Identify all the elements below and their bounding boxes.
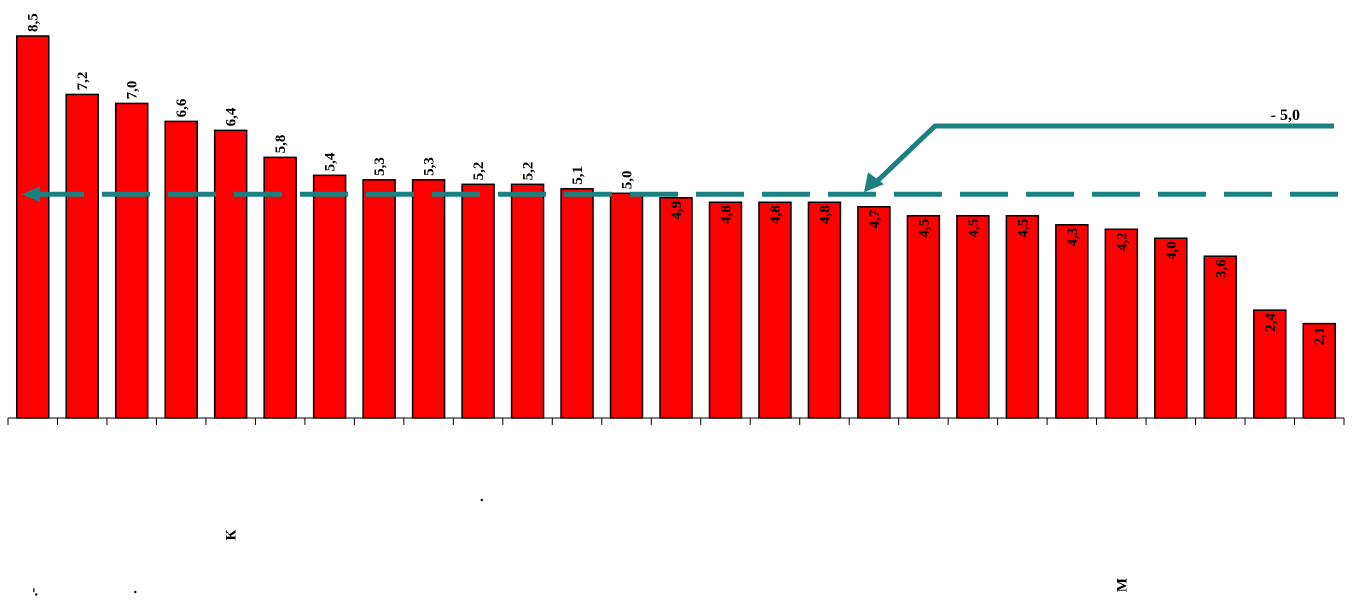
bar	[906, 215, 941, 419]
bar	[312, 174, 347, 419]
value-label: 4,0	[1164, 241, 1180, 260]
value-label: 7,0	[125, 81, 141, 100]
bar	[659, 197, 693, 419]
value-label: 4,3	[1065, 228, 1081, 247]
value-label: 6,6	[174, 98, 190, 117]
bar	[114, 102, 149, 419]
category-label: .	[125, 590, 141, 594]
value-label: 5,2	[471, 162, 487, 181]
x-axis	[7, 417, 1345, 425]
annotation-arrowhead	[864, 172, 884, 193]
category-label: К	[224, 529, 240, 540]
value-label: 4,7	[867, 209, 883, 228]
annotation-pointer	[874, 123, 1334, 185]
bar	[362, 179, 396, 419]
value-label: 4,5	[966, 219, 982, 238]
value-labels-group: 8,5 7,2 7,0 6,6 6,4 5,8 5,4 5,3 5,3 5,2 5,2 5,1 5,0 4…	[26, 13, 1329, 345]
category-labels-group: .- . К. М	[26, 498, 1131, 597]
value-label: 8,5	[26, 13, 42, 32]
bar	[15, 35, 50, 419]
bar	[708, 201, 743, 419]
reference-line-group: - 5,0	[22, 107, 1344, 203]
value-label: 2,4	[1263, 313, 1279, 332]
bar	[213, 129, 248, 419]
bar	[1203, 255, 1238, 419]
reference-arrowhead-left	[22, 186, 40, 203]
value-label: 5,4	[323, 152, 339, 171]
reference-line-label: - 5,0	[1271, 107, 1300, 124]
value-label: 4,8	[817, 205, 833, 224]
category-label: М	[1114, 578, 1130, 592]
value-label: 4,2	[1114, 232, 1130, 251]
value-label: 5,3	[422, 157, 438, 176]
value-label: 6,4	[224, 107, 240, 126]
bar	[609, 192, 644, 419]
value-label: 5,0	[620, 171, 636, 190]
bar	[461, 183, 495, 419]
category-label: .-	[26, 588, 42, 597]
category-label: .	[471, 498, 487, 502]
value-label: 5,3	[372, 157, 388, 176]
bar	[411, 179, 446, 419]
value-label: 4,8	[718, 205, 734, 224]
bar	[1253, 309, 1287, 419]
value-label: 3,6	[1213, 259, 1229, 278]
bar	[1005, 215, 1040, 419]
bar	[857, 206, 891, 419]
bar	[1104, 228, 1139, 419]
bar	[65, 93, 99, 419]
bar	[758, 201, 792, 419]
bars-group	[15, 35, 1337, 419]
value-label: 2,1	[1312, 327, 1328, 346]
value-label: 4,5	[916, 219, 932, 238]
bar	[1154, 237, 1188, 419]
bar	[263, 156, 297, 419]
value-label: 5,2	[521, 162, 537, 181]
bar	[807, 201, 842, 419]
bar	[1055, 224, 1089, 419]
bar	[164, 120, 198, 419]
bar	[956, 215, 990, 419]
bar	[510, 183, 545, 419]
value-label: 4,8	[768, 205, 784, 224]
value-label: 5,8	[273, 135, 289, 154]
bar	[560, 188, 594, 419]
value-label: 5,1	[570, 166, 586, 185]
value-label: 4,5	[1015, 219, 1031, 238]
value-label: 7,2	[75, 72, 91, 91]
value-label: 4,9	[669, 201, 685, 220]
